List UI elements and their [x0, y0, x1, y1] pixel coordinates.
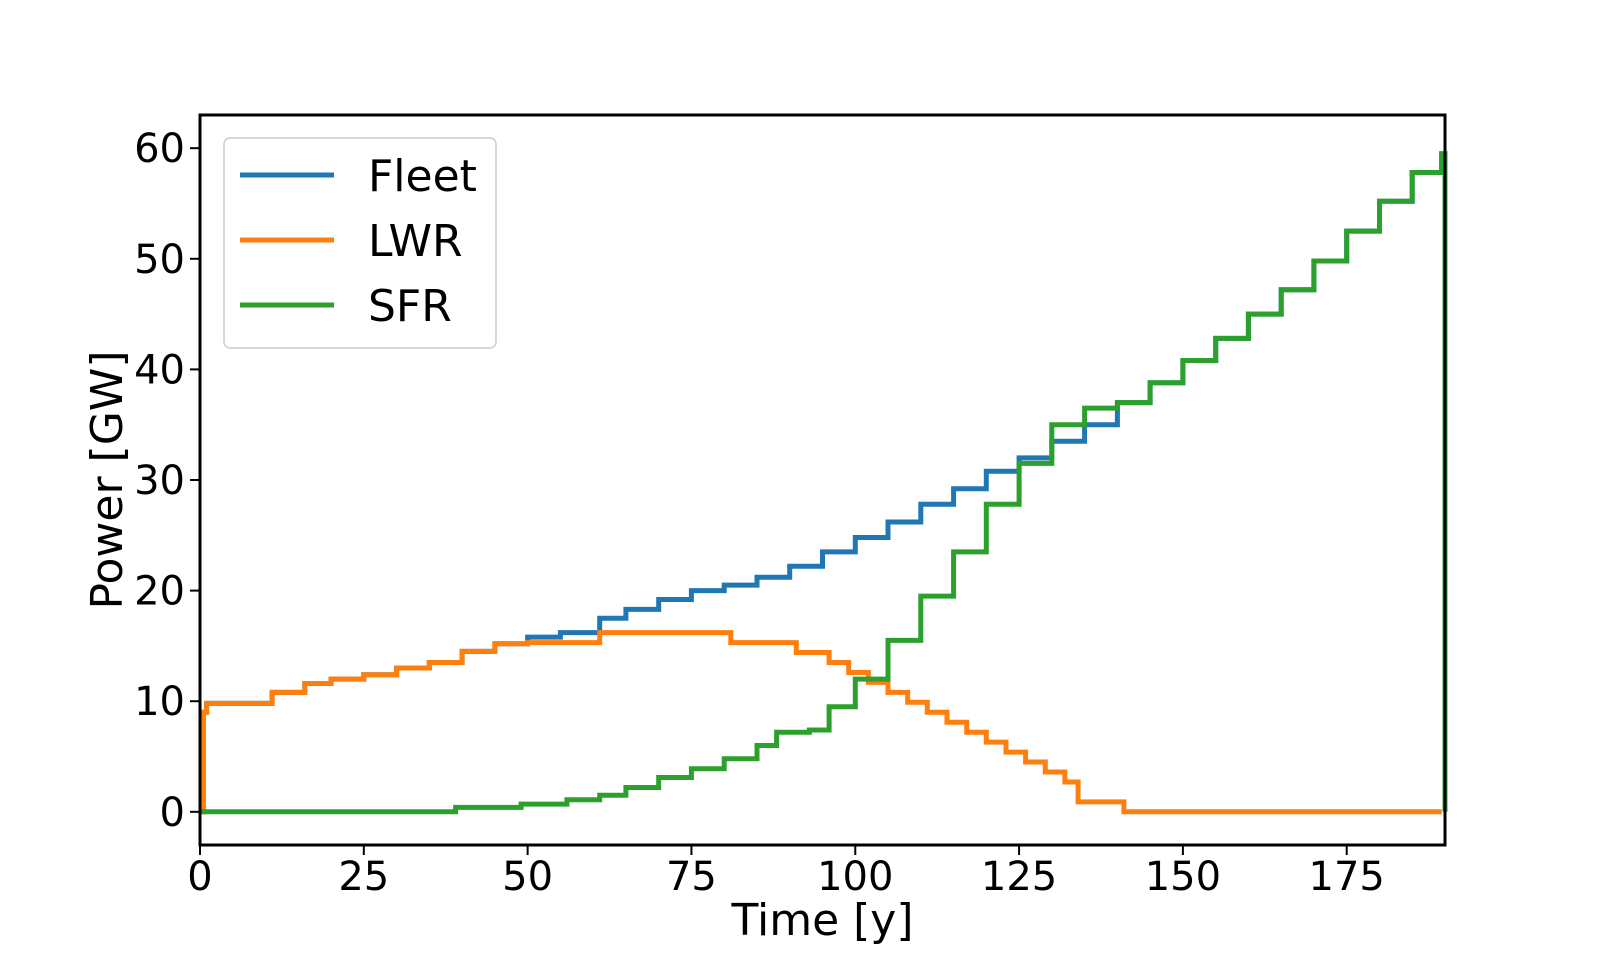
y-tick-label: 40 [134, 347, 185, 393]
legend-label-sfr: SFR [368, 281, 452, 332]
y-tick-label: 60 [134, 126, 185, 172]
x-tick-label: 0 [187, 854, 212, 900]
y-tick-label: 0 [160, 790, 185, 836]
x-tick-label: 125 [981, 854, 1057, 900]
series-layer [200, 151, 1448, 815]
x-tick-label: 150 [1145, 854, 1221, 900]
x-tick-label: 50 [502, 854, 553, 900]
x-tick-label: 175 [1309, 854, 1385, 900]
legend-label-lwr: LWR [368, 216, 463, 267]
x-axis-ticks: 0 25 50 75 100 125 150 175 [187, 845, 1385, 900]
y-axis-label: Power [GW] [82, 351, 133, 610]
legend: Fleet LWR SFR [223, 137, 497, 349]
y-axis-ticks: 0 10 20 30 40 50 60 [134, 126, 200, 836]
y-tick-label: 50 [134, 237, 185, 283]
legend-box [223, 137, 497, 349]
x-tick-label: 75 [666, 854, 717, 900]
y-tick-label: 20 [134, 569, 185, 615]
x-tick-label: 100 [817, 854, 893, 900]
series-line-lwr [200, 630, 1442, 815]
series-line-sfr [200, 151, 1448, 815]
x-tick-label: 25 [338, 854, 389, 900]
legend-label-fleet: Fleet [368, 151, 477, 202]
y-tick-label: 30 [134, 458, 185, 504]
x-axis-label: Time [y] [730, 895, 913, 946]
y-tick-label: 10 [134, 679, 185, 725]
